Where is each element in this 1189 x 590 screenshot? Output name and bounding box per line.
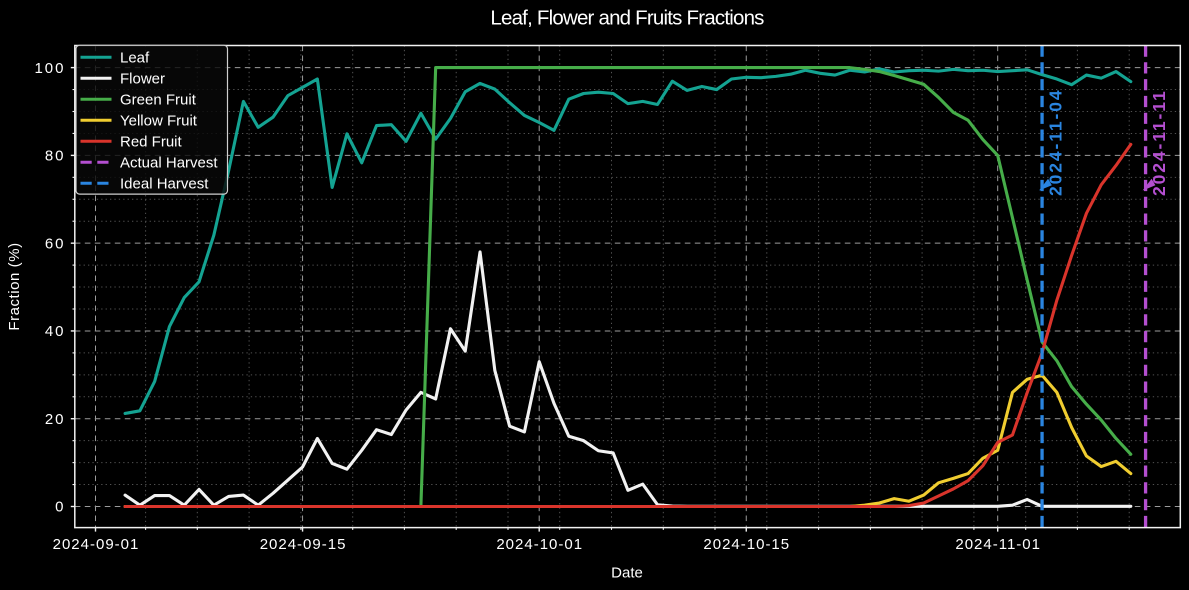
svg-text:0: 0: [55, 499, 65, 516]
svg-text:Actual Harvest: Actual Harvest: [120, 155, 218, 172]
svg-text:Fraction (%): Fraction (%): [6, 242, 23, 330]
svg-text:2024-09-15: 2024-09-15: [260, 536, 347, 553]
svg-text:2024-11-01: 2024-11-01: [955, 536, 1041, 553]
svg-text:Date: Date: [611, 565, 643, 582]
svg-text:60: 60: [45, 235, 66, 252]
svg-text:Green Fruit: Green Fruit: [120, 92, 197, 109]
svg-text:2024-11-04: 2024-11-04: [1046, 88, 1066, 196]
svg-text:Leaf, Flower and Fruits Fracti: Leaf, Flower and Fruits Fractions: [490, 6, 764, 29]
svg-text:2024-09-01: 2024-09-01: [53, 536, 140, 553]
svg-text:2024-11-11: 2024-11-11: [1149, 89, 1169, 196]
svg-text:Flower: Flower: [120, 71, 165, 88]
svg-text:Ideal Harvest: Ideal Harvest: [120, 176, 209, 193]
svg-text:100: 100: [34, 60, 65, 77]
svg-text:80: 80: [45, 148, 66, 165]
svg-text:Red Fruit: Red Fruit: [120, 134, 183, 151]
svg-text:2024-10-15: 2024-10-15: [703, 536, 790, 553]
svg-text:Leaf: Leaf: [120, 50, 150, 67]
svg-text:2024-10-01: 2024-10-01: [496, 536, 583, 553]
svg-text:20: 20: [45, 411, 66, 428]
svg-text:Yellow Fruit: Yellow Fruit: [120, 113, 198, 130]
svg-text:40: 40: [45, 323, 66, 340]
